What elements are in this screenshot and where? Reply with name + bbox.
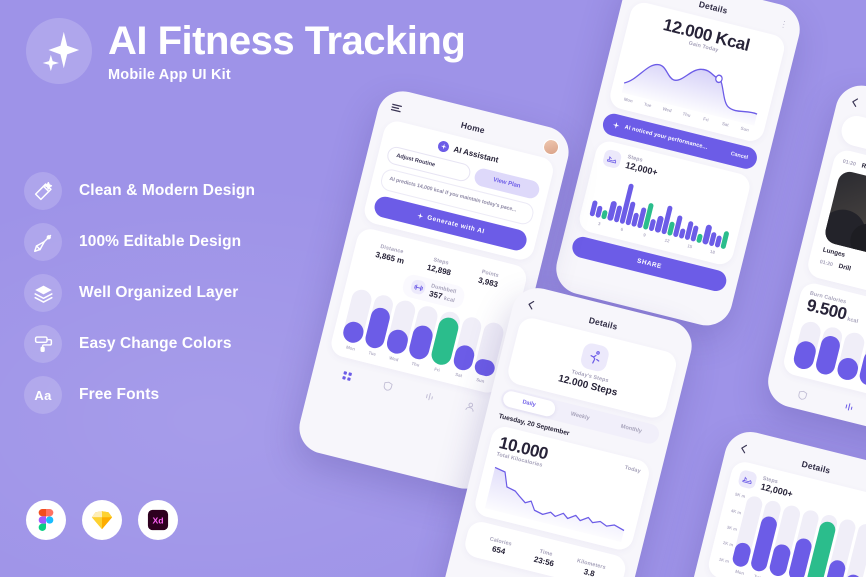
tab-weekly[interactable]: Weekly [570,411,591,422]
page-subtitle: Mobile App UI Kit [108,66,231,83]
feature-item: 100% Editable Design [24,223,255,261]
exercise-bottom-nav [775,378,866,433]
feature-list: Clean & Modern Design 100% Editable Desi… [24,172,255,414]
stat-time: Time 23:56 [520,545,569,572]
axis-tick: Mon [734,568,745,576]
back-arrow-icon[interactable] [523,297,539,313]
runner-icon [579,341,611,374]
kcal-chart-card: 12.000 Kcal Gain Today Mon Tue Wed Thu [607,0,788,144]
steps-total-card: 10.000 Total Kilocalories Today [472,424,652,553]
axis-tick: 5K m [734,491,746,499]
axis-tick: 1K m [718,556,730,564]
grid-icon[interactable] [340,369,353,382]
steps-line-chart [483,461,634,542]
layers-icon [24,274,62,312]
ai-notice-banner[interactable]: AI noticed your performance... Cancel [600,111,760,171]
feature-item: Easy Change Colors [24,325,255,363]
exercise-header [847,92,866,145]
generate-with-ai-button[interactable]: Generate with AI [372,194,529,253]
phone-mockup-details: Details Steps 12,000+ 5K m 4K m 3K m [654,426,866,577]
svg-text:Xd: Xd [152,516,163,526]
stats-icon[interactable] [423,390,436,403]
shoe-icon [601,148,623,170]
shoe-icon [737,469,758,490]
stats-icon[interactable] [843,400,856,413]
exercise-name: Lunges [821,246,846,259]
steps-hero-card: Today's Steps 12.000 Steps [505,315,680,421]
feature-label: Free Fonts [79,386,160,403]
details-chart-card: Steps 12,000+ 5K m 4K m 3K m 2K m 1K m [705,459,866,577]
sparkle-icon [436,139,451,154]
phone-mockup-home: Home AI Assistant Adjust Routine View Pl… [293,85,575,495]
axis-tick: Thu [682,111,692,118]
video-duration: 01:20 [842,158,857,168]
stat-kilometers: Kilometers 3.8 [566,556,615,577]
feature-label: Easy Change Colors [79,335,232,352]
details-header: Details [736,439,866,495]
tab-daily[interactable]: Daily [501,389,557,418]
home-header: Home [388,98,561,157]
phone-mockup-kcal: Details 12.000 Kcal Gain Today [550,0,806,331]
feature-item: Well Organized Layer [24,274,255,312]
page-title: AI Fitness Tracking [108,19,466,64]
axis-tick: Mon [623,96,634,104]
shield-icon[interactable] [381,379,394,392]
dumbbell-badge: Dumbbell 357 kcal [401,272,467,310]
dumbbell-value: 357 [428,288,444,301]
spacer [668,333,684,349]
typography-icon: Aa [24,376,62,414]
range-selector[interactable]: Today [624,464,642,475]
sparkle-icon [613,121,620,129]
axis-tick: Tue [643,101,653,109]
axis-tick: Fri [702,116,710,123]
paint-roller-icon [24,325,62,363]
tab-monthly[interactable]: Monthly [620,423,643,435]
kcal-steps-card: Steps 12,000+ 3 6 9 12 15 18 [576,138,753,267]
home-bottom-nav [323,359,496,420]
hamburger-icon[interactable] [389,100,405,116]
magic-wand-icon [24,172,62,210]
feature-label: 100% Editable Design [79,233,242,250]
kcal-area-chart [620,38,769,126]
burn-unit: kcal [846,316,859,325]
steps-header: Details [523,295,684,351]
ai-notice-cancel[interactable]: Cancel [730,150,749,161]
axis-tick: 2K m [722,540,734,548]
back-arrow-icon[interactable] [847,94,863,110]
ai-assistant-card: AI Assistant Adjust Routine View Plan AI… [361,118,556,263]
dumbbell-unit: kcal [443,295,456,305]
axis-tick: 4K m [730,507,742,516]
axis-tick: Sat [721,120,730,128]
exercise-duration: 01:20 [819,258,834,268]
axis-tick: Wed [662,106,673,114]
feature-label: Clean & Modern Design [79,182,256,199]
pen-tool-icon [24,223,62,261]
phone-mockup-exercise: Exercise 01:20 Rubber Band Lunges 01:20 … [762,80,866,442]
sketch-logo-icon [82,500,122,540]
typography-icon-label: Aa [34,387,52,403]
feature-item: Aa Free Fonts [24,376,255,414]
sparkle-icon [26,18,92,84]
home-stats-card: Distance 3,865 m Steps 12,898 Points 3,9… [328,226,530,396]
adobe-xd-logo-icon: Xd [138,500,178,540]
phone-mockup-steps: Details Today's Steps 12.000 Steps Daily… [438,282,698,577]
figma-logo-icon [26,500,66,540]
profile-icon[interactable] [464,400,477,413]
brand-header: AI Fitness Tracking Mobile App UI Kit [26,18,466,84]
feature-item: Clean & Modern Design [24,172,255,210]
stat-calories: Calories 654 [475,533,524,560]
generate-with-ai-label: Generate with AI [426,214,486,236]
feature-label: Well Organized Layer [79,284,239,301]
tool-logo-list: Xd [26,500,178,540]
axis-tick: 3K m [726,523,738,532]
axis-tick: Sun [740,125,750,133]
shield-icon[interactable] [796,388,809,401]
dots-menu-icon[interactable] [776,17,792,33]
back-arrow-icon[interactable] [736,441,752,457]
dumbbell-icon [409,278,427,296]
